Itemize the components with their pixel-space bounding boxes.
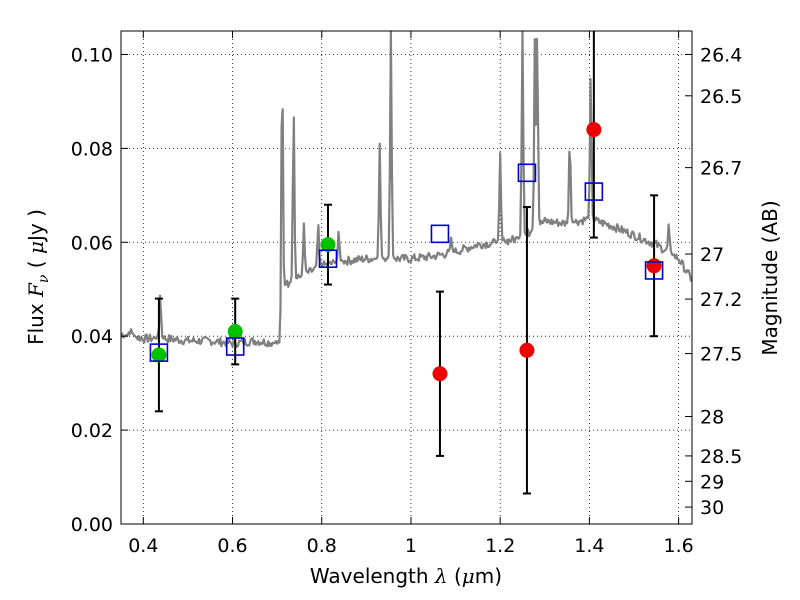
data-point [432,366,448,382]
y-right-tick-label: 27 [700,244,724,266]
x-axis-label: Wavelength λ (μm) [310,564,502,588]
data-point [320,237,336,253]
y-axis-label-nu: ν [36,274,52,283]
model-photometry-point [318,249,338,269]
y-right-tick-label: 30 [700,497,724,519]
x-axis-label-paren: ( [448,564,462,588]
model-photometry-point [225,337,245,356]
y-right-tick-label: 27.5 [700,344,742,366]
y-tick-label: 0.02 [71,420,113,442]
y-axis-right-label: Magnitude (AB) [758,200,782,355]
x-tick-label: 0.4 [128,535,158,557]
y-tick-label: 0.06 [71,232,113,254]
data-point [519,342,535,358]
x-axis-label-mu: μ [462,564,475,588]
y-right-tick-label: 26.7 [700,158,742,180]
x-tick-label: 0.8 [307,535,337,557]
x-axis-label-unit: m) [475,564,502,588]
y-tick-label: 0.10 [71,44,113,66]
x-tick-label: 1.4 [574,535,604,557]
y-right-tick-label: 26.4 [700,44,742,66]
axes-frame [120,30,693,525]
model-photometry-point [430,224,450,244]
data-point [151,347,167,363]
data-point [646,258,662,274]
y-right-tick-label: 27.2 [700,289,742,311]
y-axis-label-unit: Jy ) [24,209,48,243]
y-right-tick-label: 28.5 [700,446,742,468]
y-axis-label: Flux Fν ( μJy ) [24,209,52,345]
x-tick-label: 1 [405,535,417,557]
y-tick-label: 0.00 [71,514,113,536]
y-axis-label-text: Flux [24,297,48,345]
x-tick-label: 1.2 [485,535,515,557]
y-axis-label-mu: μ [24,241,48,254]
x-tick-label: 1.6 [664,535,694,557]
y-tick-label: 0.08 [71,138,113,160]
y-right-tick-label: 29 [700,471,724,493]
data-point [586,122,602,138]
model-photometry-point [517,163,537,183]
ticks: 0.4 0.6 0.8 1 1.2 1.4 1.6 0.00 0.02 0.04 0.06 0.08 0… [71,31,742,557]
data-point [227,323,243,339]
y-right-tick-label: 26.5 [700,86,742,108]
y-right-tick-label: 28 [700,406,724,428]
model-photometry-point [644,261,664,280]
x-axis-label-text: Wavelength [310,564,435,588]
data-layer [121,31,692,495]
model-photometry-point [149,343,169,362]
x-tick-label: 0.6 [217,535,247,557]
y-axis-label-f: F [24,282,48,298]
y-tick-label: 0.04 [71,326,113,348]
model-spectrum-line [121,31,692,348]
model-photometry-point [584,182,604,201]
x-axis-label-lambda: λ [434,564,448,588]
plot-area [121,31,692,495]
y-axis-label-paren: ( [24,254,48,275]
